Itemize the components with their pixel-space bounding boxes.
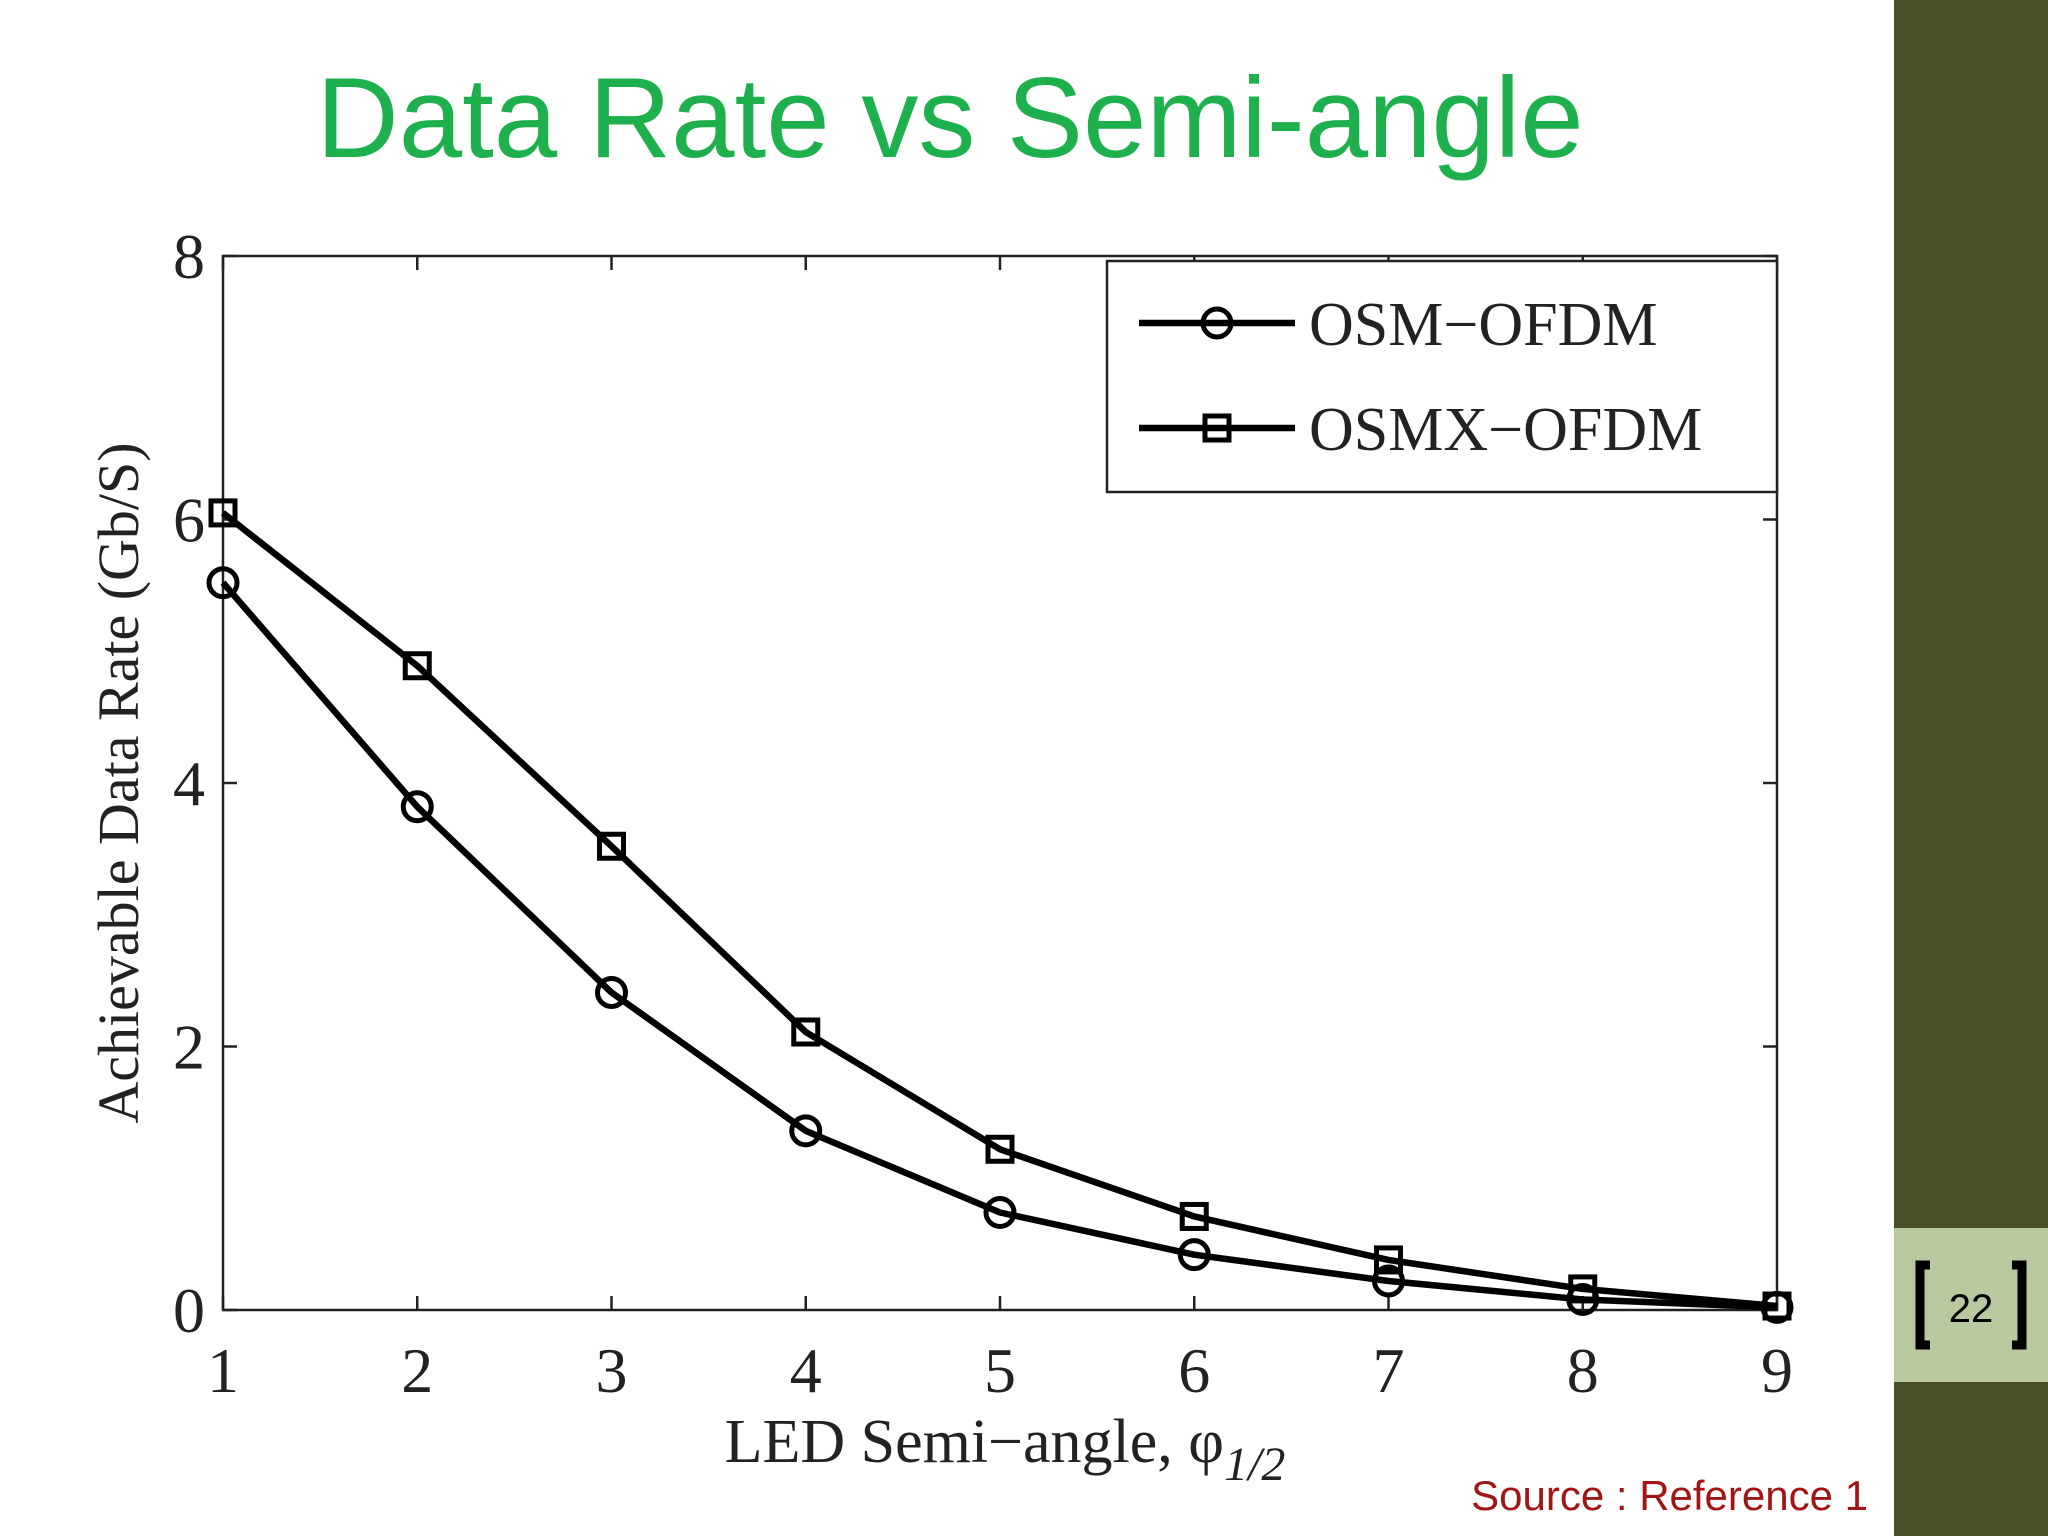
x-tick-label: 3 xyxy=(596,1335,628,1406)
legend-label: OSMX−OFDM xyxy=(1309,396,1702,464)
marker xyxy=(1177,1238,1211,1272)
marker xyxy=(789,1114,823,1148)
marker xyxy=(1374,1245,1403,1275)
x-tick-label: 1 xyxy=(207,1335,239,1406)
page-number: 22 xyxy=(1949,1287,1994,1331)
source-note: Source : Reference 1 xyxy=(1471,1472,1868,1519)
marker xyxy=(206,566,240,600)
marker xyxy=(1202,413,1232,443)
x-axis-label-subscript: 1/2 xyxy=(1224,1438,1285,1491)
x-axis-label-main: LED Semi−angle, φ xyxy=(725,1408,1224,1476)
marker xyxy=(402,651,432,681)
x-tick-label: 9 xyxy=(1761,1335,1793,1406)
y-tick-label: 4 xyxy=(173,748,205,819)
legend-label: OSM−OFDM xyxy=(1309,291,1658,359)
x-tick-label: 7 xyxy=(1373,1335,1405,1406)
marker xyxy=(1762,1291,1792,1321)
marker xyxy=(595,975,628,1009)
x-tick-label: 2 xyxy=(401,1335,433,1406)
marker xyxy=(208,498,238,528)
series-line xyxy=(220,580,1778,1311)
legend-box xyxy=(1105,259,1779,494)
x-tick-label: 8 xyxy=(1567,1335,1599,1406)
x-tick-label: 5 xyxy=(984,1335,1016,1406)
x-axis-label: LED Semi−angle, φ1/2 xyxy=(725,1408,1286,1491)
y-tick-label: 6 xyxy=(173,485,205,556)
marker xyxy=(791,1017,821,1047)
marker xyxy=(983,1196,1017,1230)
marker xyxy=(1179,1201,1209,1231)
chart-title: Data Rate vs Semi-angle xyxy=(316,55,1583,182)
marker xyxy=(400,790,434,824)
legend: OSM−OFDM OSMX−OFDM xyxy=(1105,259,1779,494)
y-tick-label: 8 xyxy=(173,221,205,292)
marker xyxy=(597,831,626,861)
y-tick-label: 0 xyxy=(173,1275,205,1346)
series-line xyxy=(220,510,1778,1310)
marker xyxy=(985,1134,1015,1164)
marker xyxy=(1200,306,1234,340)
x-tick-label: 4 xyxy=(790,1335,822,1406)
x-tick-label: 6 xyxy=(1178,1335,1210,1406)
plot: 1 2 3 4 5 6 7 8 9 0 2 4 6 8 OSM−OFDM OSMX−OFDM xyxy=(173,221,1794,1406)
y-tick-label: 2 xyxy=(173,1012,205,1083)
marker xyxy=(1568,1274,1598,1304)
page-bracket xyxy=(1915,1260,2027,1350)
marker xyxy=(1372,1264,1405,1298)
y-axis-label: Achievable Data Rate (Gb/S) xyxy=(86,442,151,1123)
